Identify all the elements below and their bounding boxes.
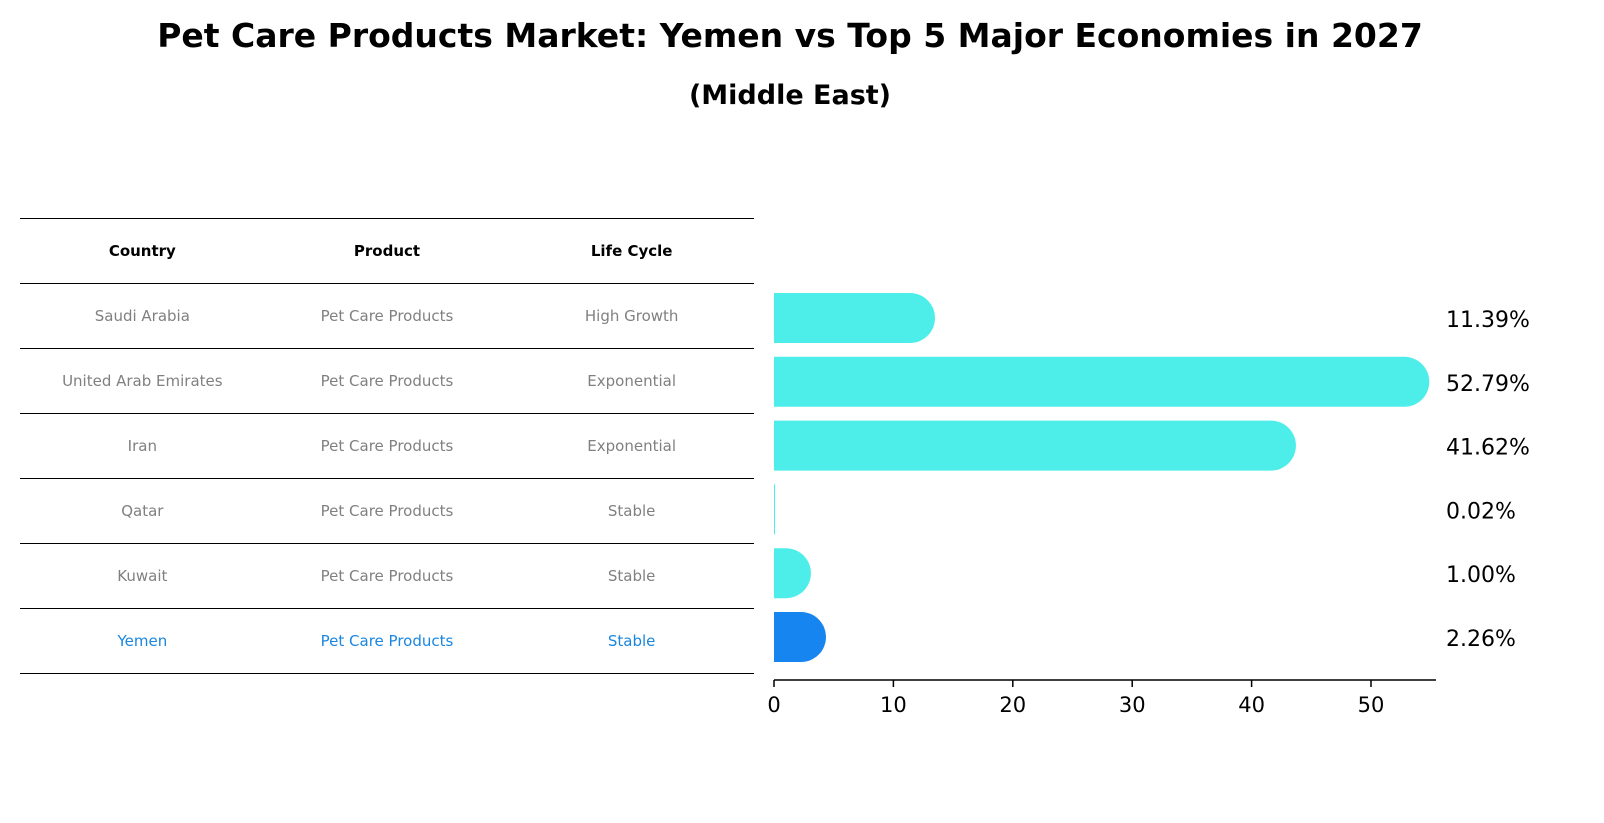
column-header: Life Cycle — [509, 218, 754, 284]
x-tick-label: 30 — [1119, 693, 1146, 717]
bar — [774, 420, 1296, 471]
data-label: 1.00% — [1446, 563, 1516, 588]
table-cell: Yemen — [20, 608, 265, 674]
data-label: 0.02% — [1446, 499, 1516, 524]
bar — [774, 484, 775, 535]
data-label: 2.26% — [1446, 627, 1516, 652]
chart-title: Pet Care Products Market: Yemen vs Top 5… — [157, 16, 1423, 55]
chart-subtitle: (Middle East) — [688, 80, 892, 111]
table-row: Saudi Arabia Pet Care Products High Growth — [20, 283, 754, 349]
bar — [774, 356, 1430, 407]
table-row: Iran Pet Care Products Exponential — [20, 413, 754, 479]
bar — [774, 293, 935, 343]
table-cell: Exponential — [509, 348, 754, 414]
bar — [774, 548, 811, 599]
data-label: 52.79% — [1446, 372, 1530, 397]
column-header: Product — [264, 218, 510, 284]
table-cell: Stable — [509, 543, 754, 609]
table-cell: Iran — [20, 413, 265, 479]
table-cell: High Growth — [509, 283, 754, 349]
x-tick-label: 10 — [880, 693, 907, 717]
data-label: 41.62% — [1446, 436, 1530, 461]
x-tick-label: 50 — [1358, 693, 1385, 717]
table-cell: Qatar — [20, 478, 265, 544]
table-cell: Stable — [509, 608, 754, 674]
x-tick-label: 20 — [999, 693, 1026, 717]
table-cell: United Arab Emirates — [20, 348, 265, 414]
table-cell: Pet Care Products — [264, 608, 510, 674]
x-tick-label: 0 — [767, 693, 780, 717]
table-cell: Kuwait — [20, 543, 265, 609]
table-row: Qatar Pet Care Products Stable — [20, 478, 754, 544]
bar — [774, 612, 826, 662]
data-table: Country Product Life Cycle Saudi Arabia Pet … — [20, 218, 754, 674]
table-cell: Stable — [509, 478, 754, 544]
table-cell: Pet Care Products — [264, 478, 510, 544]
table-cell: Exponential — [509, 413, 754, 479]
column-header: Country — [20, 218, 265, 284]
table-row: Kuwait Pet Care Products Stable — [20, 543, 754, 609]
table-row: Yemen Pet Care Products Stable — [20, 608, 754, 674]
data-label: 11.39% — [1446, 308, 1530, 333]
x-tick-label: 40 — [1238, 693, 1265, 717]
table-cell: Pet Care Products — [264, 348, 510, 414]
table-row: United Arab Emirates Pet Care Products Exp… — [20, 348, 754, 414]
table-cell: Pet Care Products — [264, 283, 510, 349]
table-cell: Saudi Arabia — [20, 283, 265, 349]
